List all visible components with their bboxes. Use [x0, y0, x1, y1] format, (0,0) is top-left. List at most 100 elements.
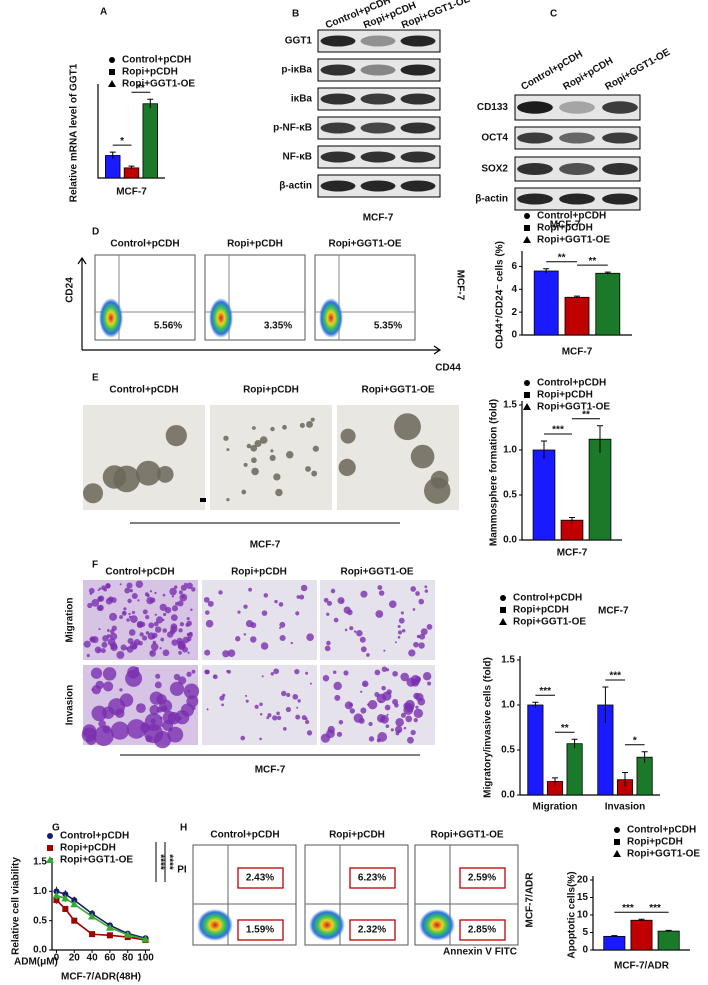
y-tick-label: 0.0 — [501, 790, 515, 801]
cell — [285, 706, 292, 713]
scale-bar — [200, 498, 206, 502]
legend-marker — [47, 845, 53, 851]
cell — [188, 631, 193, 636]
blot-band — [400, 64, 436, 76]
blot-band — [360, 93, 396, 105]
sphere — [269, 454, 276, 461]
cell — [418, 598, 425, 605]
cell — [135, 580, 144, 588]
cell — [205, 619, 214, 628]
cell — [119, 688, 123, 692]
x-axis-label: MCF-7/ADR — [614, 961, 670, 972]
cell — [259, 702, 263, 707]
percent-label: 2.32% — [358, 925, 386, 936]
cell — [254, 704, 259, 709]
cell — [360, 646, 367, 653]
cell — [148, 622, 155, 629]
legend-marker — [523, 236, 531, 243]
cell — [155, 616, 164, 624]
cell — [305, 671, 309, 675]
cell — [261, 675, 264, 678]
cell — [270, 672, 275, 676]
legend-marker — [614, 839, 620, 845]
cell-line-label: MCF-7 — [550, 220, 581, 231]
legend-label: Ropi+GGT1-OE — [537, 402, 610, 413]
cell — [338, 719, 344, 725]
cell — [120, 644, 127, 651]
cell — [170, 614, 178, 622]
bar — [636, 756, 653, 796]
x-axis-label: MCF-7 — [557, 548, 588, 559]
blot-band — [320, 151, 356, 163]
sphere — [251, 426, 256, 430]
percent-box — [349, 919, 396, 941]
cell — [424, 585, 428, 589]
cell — [243, 633, 247, 636]
error-bar — [638, 918, 645, 922]
percent-label: 1.59% — [246, 925, 274, 936]
cell — [360, 707, 367, 714]
line — [56, 894, 146, 941]
cell — [343, 670, 349, 676]
legend-marker — [523, 403, 531, 410]
blot-band — [517, 163, 553, 175]
cell — [108, 698, 126, 716]
cell — [427, 681, 432, 686]
cell — [349, 626, 354, 631]
cell — [407, 736, 414, 744]
axis-label: CD24 — [65, 277, 76, 303]
cell — [392, 670, 398, 677]
cell — [418, 635, 421, 638]
legend-marker — [524, 225, 530, 231]
cell — [160, 637, 165, 642]
cell — [344, 628, 348, 632]
cell — [381, 685, 386, 691]
cell — [397, 636, 401, 639]
cell — [367, 700, 378, 710]
cell — [207, 600, 214, 607]
sphere — [338, 458, 356, 477]
cell — [162, 710, 177, 725]
legend-label: Ropi+pCDH — [627, 837, 683, 848]
cell — [186, 671, 192, 677]
cell — [305, 717, 308, 721]
legend-marker — [524, 380, 530, 386]
cell — [149, 590, 153, 593]
cell — [110, 643, 118, 652]
cell — [205, 610, 210, 615]
error-bar — [109, 151, 116, 159]
sphere — [223, 435, 229, 441]
cell — [400, 672, 409, 682]
cell — [128, 612, 131, 616]
cell — [88, 587, 95, 594]
error-bar — [602, 686, 609, 723]
cell — [380, 715, 389, 724]
cell — [386, 668, 390, 672]
sphere — [135, 460, 161, 486]
y-tick-label: 15 — [577, 892, 589, 903]
blot-row-label: NF-κB — [283, 152, 312, 163]
micrograph — [83, 405, 205, 510]
sphere — [299, 422, 305, 428]
cell — [218, 590, 223, 595]
group-label: Ropi+GGT1-OE — [328, 239, 401, 250]
blot-row-label: p-iκBa — [281, 65, 312, 76]
sphere — [312, 445, 319, 452]
panel-label: C — [550, 9, 557, 20]
sphere — [394, 413, 421, 441]
significance-label: **** — [154, 854, 165, 870]
y-tick-label: 1.5 — [503, 400, 517, 411]
cell — [98, 628, 101, 631]
panel-label: A — [100, 7, 107, 18]
cell — [219, 695, 225, 701]
cell-cloud — [319, 298, 343, 338]
cell — [235, 636, 241, 642]
blot-row-label: CD133 — [477, 102, 509, 113]
panel-label: H — [180, 823, 187, 834]
cell — [191, 705, 196, 711]
error-bar — [569, 517, 575, 523]
x-tick-label: Migration — [533, 802, 578, 813]
cell — [305, 719, 310, 725]
error-bar — [574, 295, 580, 299]
y-tick-label: 4 — [511, 284, 517, 295]
